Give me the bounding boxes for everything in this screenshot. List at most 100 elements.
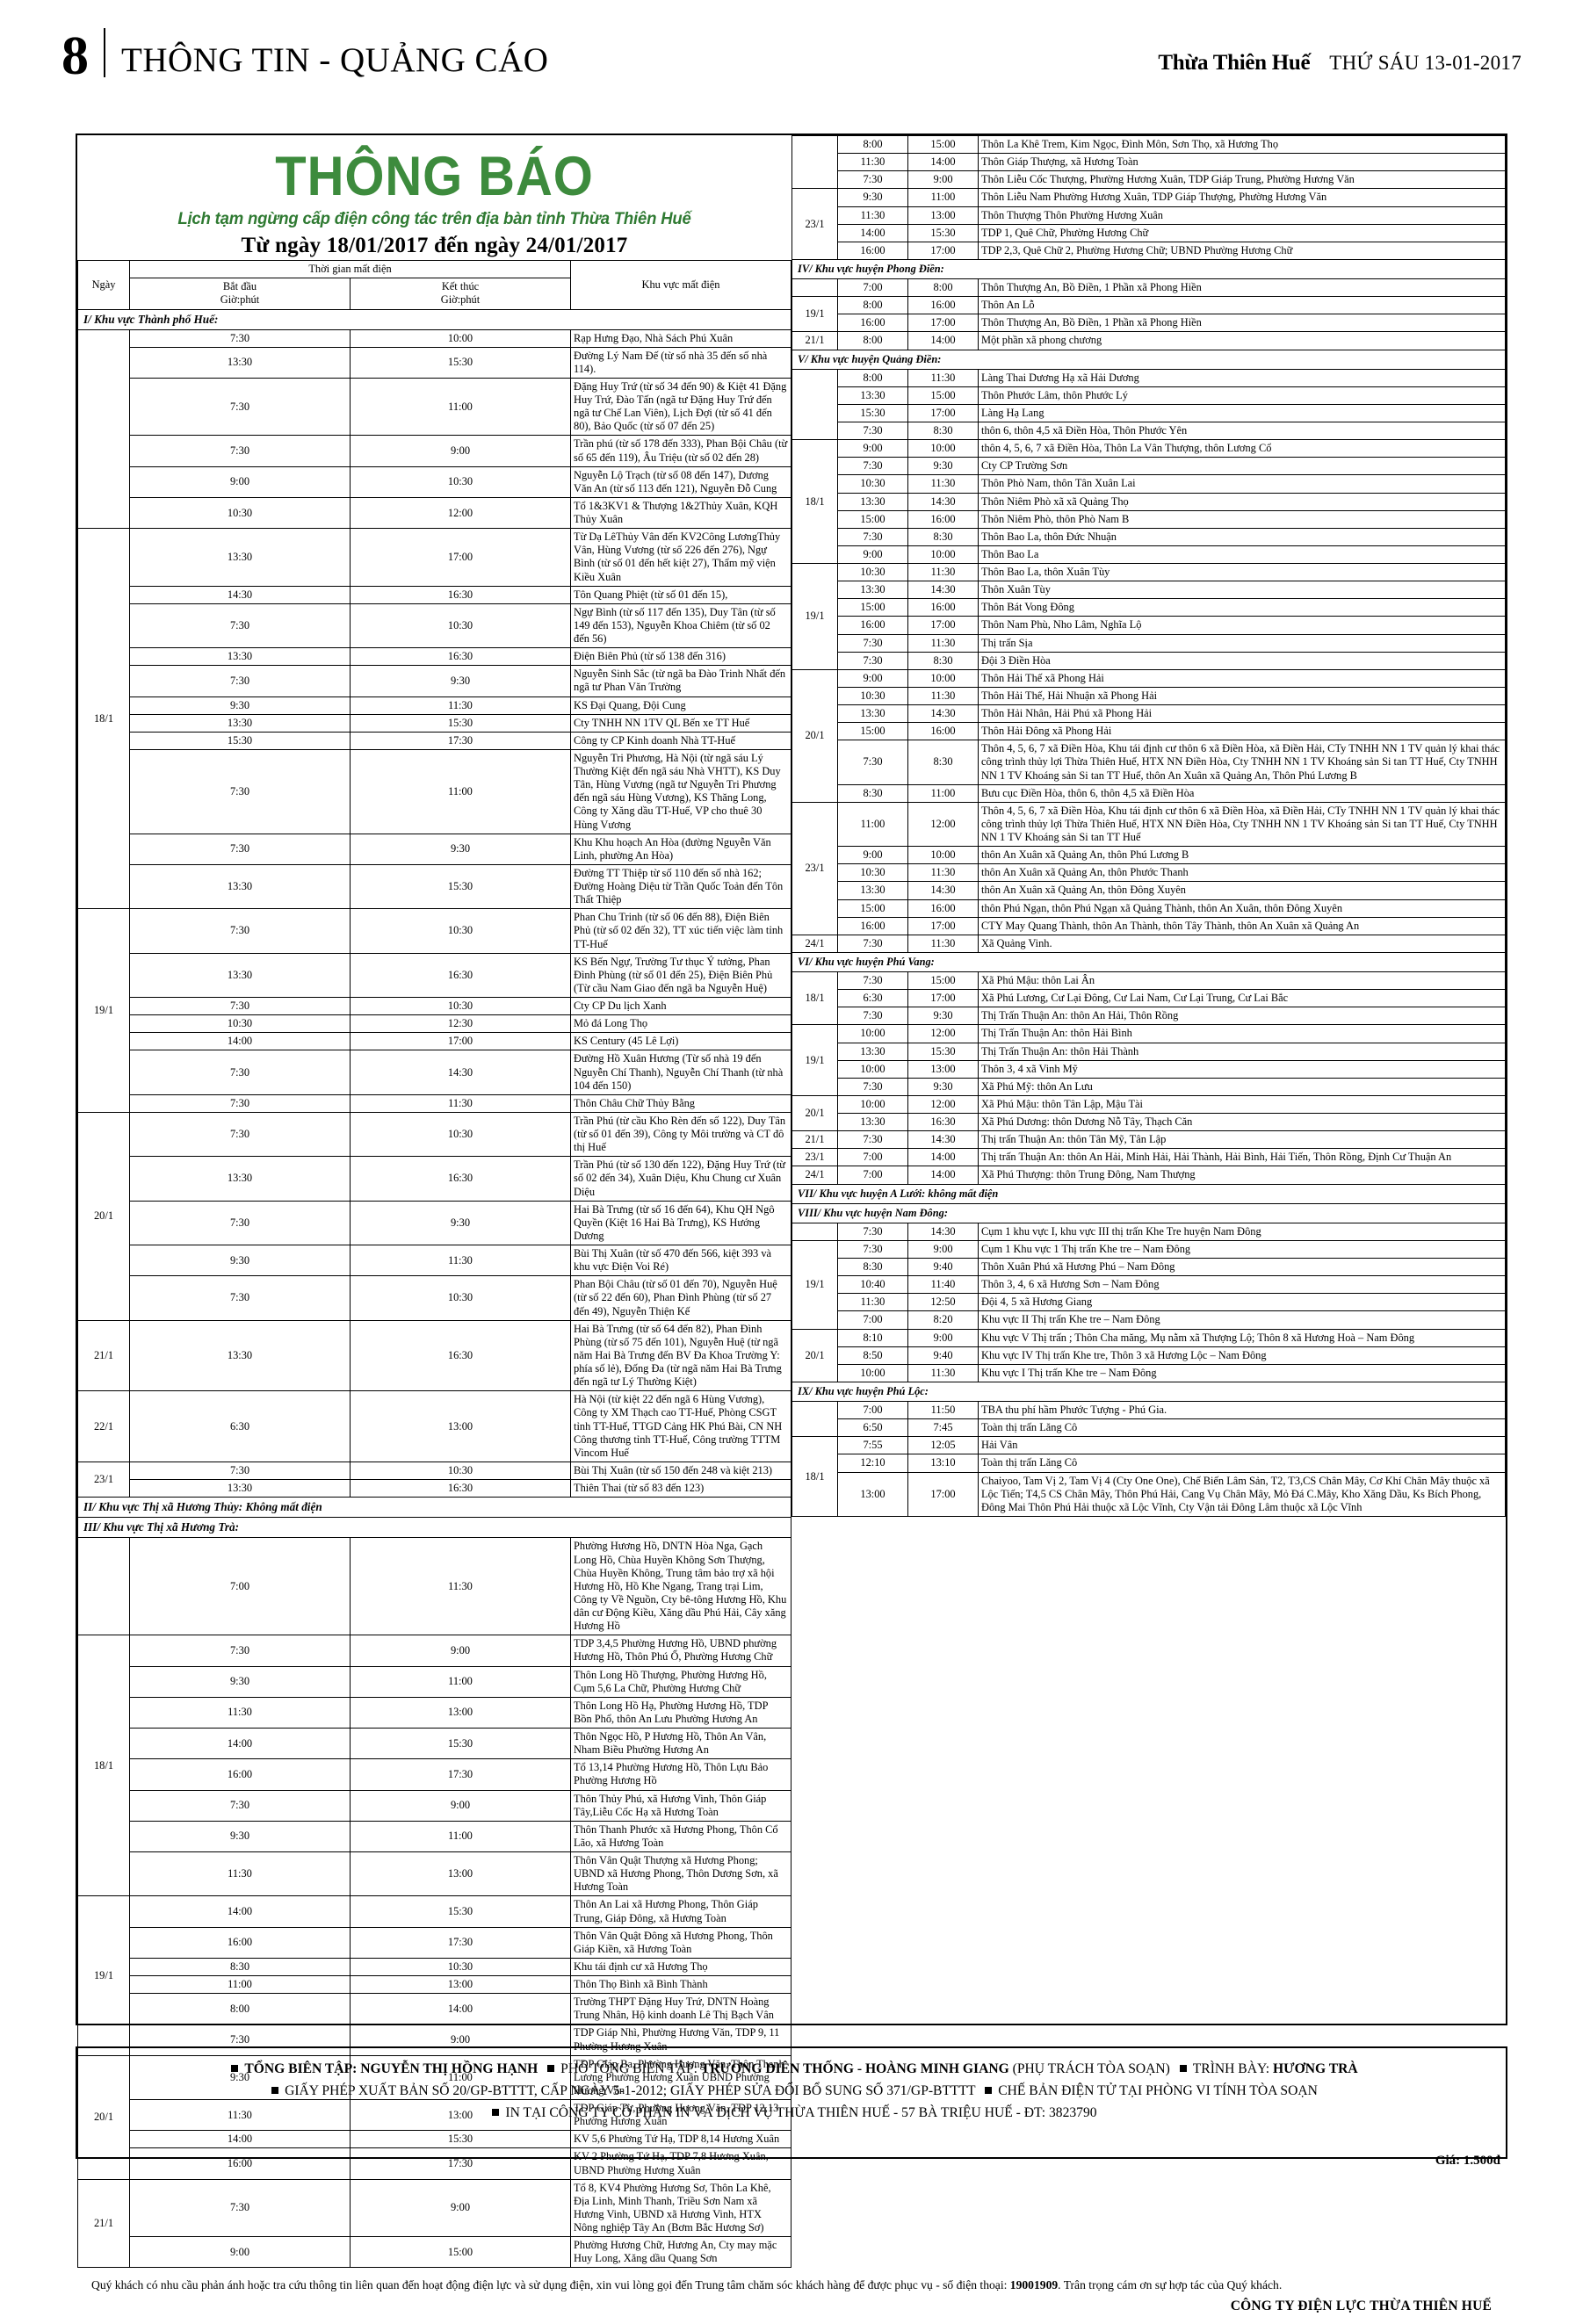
cell-start-time: 10:00 (837, 1024, 908, 1043)
cell-end-time: 9:30 (350, 833, 571, 865)
cell-start-time: 10:00 (837, 1094, 908, 1115)
col-header-end-line1: Kết thúc (441, 280, 480, 293)
col-header-end: Kết thúc Giờ:phút (350, 278, 571, 310)
cell-day: 22/1 (77, 1390, 130, 1462)
cell-area: Đội 4, 5 xã Hương Giang (978, 1293, 1506, 1312)
cell-start-time: 12:10 (837, 1454, 908, 1473)
left-column: THÔNG BÁO Lịch tạm ngừng cấp điện công t… (77, 135, 792, 2269)
table-row: 15:00 16:00 thôn Phú Ngạn, thôn Phú Ngạn x… (792, 899, 1506, 918)
table-row: 23/1 9:30 11:00 Thôn Liễu Nam Phường Hương … (792, 188, 1506, 260)
cell-area: Thôn Hải Thế, Hải Nhuận xã Phong Hải (978, 686, 1506, 706)
right-column: 8:00 15:00 Thôn La Khê Trem, Kim Ngọc, Đìn… (792, 134, 1506, 1517)
table-row: 7:30 9:30 Nguyễn Sinh Sắc (từ ngã ba Đào T… (78, 665, 792, 697)
cell-end-time: 10:00 (907, 668, 979, 688)
cell-area: Thôn Phước Lâm, thôn Phước Lý (978, 386, 1506, 405)
cell-day: 19/1 (792, 296, 838, 333)
cell-area: Ngự Bình (từ số 117 đến 135), Duy Tân (t… (570, 603, 792, 649)
table-row: 7:30 9:00 Thôn Liễu Cốc Thượng, Phường Hươ… (792, 170, 1506, 190)
table-row: 15:00 16:00 Thôn Niêm Phò, thôn Phò Nam B (792, 509, 1506, 529)
table-row: 13:30 15:00 Thôn Phước Lâm, thôn Phước Lý (792, 386, 1506, 405)
note-paragraph-tail: . Trân trọng cám ơn sự hợp tác của Quý k… (1058, 2278, 1283, 2292)
cell-end-time: 16:30 (350, 585, 571, 604)
cell-start-time: 7:30 (129, 435, 351, 467)
cell-end-time: 11:00 (907, 783, 979, 803)
table-row: 11:30 14:00 Thôn Giáp Thượng, xã Hương Toà… (792, 153, 1506, 172)
section-title: VI/ Khu vực huyện Phú Vang: (792, 951, 1506, 973)
cell-area: Xã Phú Thượng: thôn Trung Đông, Nam Thượ… (978, 1166, 1506, 1185)
cover-price: Giá: 1.500đ (1435, 2154, 1500, 2169)
cell-day: 20/1 (77, 2054, 130, 2180)
section-title: III/ Khu vực Thị xã Hương Trà: (77, 1517, 792, 1539)
cell-end-time: 9:30 (350, 1200, 571, 1246)
cell-end-time: 17:30 (350, 731, 571, 750)
footer-layout-label: TRÌNH BÀY: (1192, 2061, 1270, 2076)
cell-start-time: 13:30 (129, 952, 351, 999)
cell-end-time: 12:00 (907, 801, 979, 848)
cell-end-time: 15:30 (350, 713, 571, 733)
cell-start-time: 13:30 (129, 647, 351, 667)
table-row: 15:30 17:00 Làng Hạ Lang (792, 403, 1506, 423)
section-title: VII/ Khu vực huyện A Lưới: không mất điệ… (792, 1183, 1506, 1204)
cell-area: TDP Giáp Nhì, Phường Hương Văn, TDP 9, 1… (570, 2024, 792, 2056)
table-row: 16:00 17:30 Tổ 13,14 Phường Hương Hồ, Thôn… (78, 1758, 792, 1791)
paper-name: Thừa Thiên Huế (1158, 51, 1311, 75)
table-row: 16:00 17:00 Thôn Thượng An, Bồ Điền, 1 Phầ… (792, 314, 1506, 333)
cell-end-time: 7:45 (907, 1418, 979, 1438)
cell-area: Thôn Xuân Phú xã Hương Phú – Nam Đông (978, 1257, 1506, 1277)
table-row: 23/1 11:00 12:00 Thôn 4, 5, 6, 7 xã Điền Hò… (792, 801, 1506, 935)
table-row: 7:30 10:00 Rạp Hưng Đạo, Nhà Sách Phú Xuân (77, 328, 792, 530)
cell-end-time: 16:30 (350, 647, 571, 667)
cell-end-time: 13:00 (350, 1851, 571, 1897)
cell-end-time: 10:00 (907, 439, 979, 458)
cell-end-time: 14:30 (907, 1222, 979, 1241)
table-row: 16:00 17:30 Thôn Vân Quật Đông xã Hương Ph… (78, 1926, 792, 1959)
cell-start-time: 7:00 (837, 1400, 908, 1420)
cell-day: 23/1 (792, 1148, 838, 1167)
section-title-row: II/ Khu vực Thị xã Hương Thủy: Không mất… (77, 1497, 792, 1519)
cell-area: Trần Phú (từ số 130 đến 122), Đặng Huy T… (570, 1156, 792, 1202)
table-row: 7:30 8:30 Thôn Bao La, thôn Đức Nhuận (792, 527, 1506, 546)
bullet-square-icon (1179, 2065, 1187, 2073)
page-footer: TỔNG BIÊN TẬP: NGUYỄN THỊ HỒNG HẠNH PHÓ … (76, 2046, 1507, 2159)
footer-layout-name: HƯƠNG TRÀ (1273, 2061, 1358, 2076)
cell-end-time: 10:30 (350, 1957, 571, 1977)
table-row: 20/1 10:00 12:00 Xã Phú Mậu: thôn Tân Lập, … (792, 1094, 1506, 1132)
cell-start-time: 16:00 (837, 241, 908, 260)
cell-area: Thôn Ngọc Hồ, P Hương Hồ, Thôn An Vân, N… (570, 1728, 792, 1760)
cell-area: CTY May Quang Thành, thôn An Thành, thôn… (978, 916, 1506, 935)
table-row: 8:30 9:40 Thôn Xuân Phú xã Hương Phú – Nam… (792, 1257, 1506, 1277)
cell-end-time: 8:00 (907, 278, 979, 298)
bullet-square-icon (547, 2065, 555, 2073)
table-row: 7:30 9:00 TDP Giáp Nhì, Phường Hương Văn, … (78, 2024, 792, 2056)
cell-area: Xã Phú Dương: thôn Dương Nỗ Tây, Thạch C… (978, 1112, 1506, 1132)
cell-area: Thôn Hải Đông xã Phong Hải (978, 722, 1506, 741)
cell-end-time: 9:00 (350, 1635, 571, 1667)
cell-end-time: 11:50 (907, 1400, 979, 1420)
table-row: 16:00 17:00 Thôn Nam Phù, Nho Lâm, Nghĩa L… (792, 616, 1506, 635)
cell-start-time: 15:00 (837, 722, 908, 741)
cell-start-time: 9:30 (129, 1665, 351, 1698)
cell-start-time: 11:30 (129, 1851, 351, 1897)
table-row: 12:10 13:10 Toàn thị trấn Lăng Cô (792, 1454, 1506, 1473)
cell-day: 19/1 (77, 1895, 130, 2056)
cell-end-time: 9:00 (350, 435, 571, 467)
cell-area: TDP 2,3, Quê Chữ 2, Phường Hương Chữ; UB… (978, 241, 1506, 260)
cell-start-time: 9:30 (129, 1820, 351, 1853)
table-row: 7:30 9:00 Thôn Thủy Phú, xã Hương Vinh, Th… (78, 1789, 792, 1822)
cell-start-time: 15:30 (837, 403, 908, 423)
cell-end-time: 13:00 (350, 1696, 571, 1729)
table-row: 7:30 8:30 Thôn 4, 5, 6, 7 xã Điền Hòa, Khu… (792, 740, 1506, 785)
cell-area: Thôn Nam Phù, Nho Lâm, Nghĩa Lộ (978, 616, 1506, 635)
table-row: 13:30 16:30 Điện Biên Phủ (từ số 138 đến 3… (78, 647, 792, 667)
cell-start-time: 7:30 (837, 651, 908, 670)
section-title-row: IV/ Khu vực huyện Phong Điền: (792, 258, 1506, 280)
cell-start-time: 16:00 (837, 916, 908, 935)
cell-start-time: 13:30 (129, 528, 351, 587)
cell-end-time: 17:00 (907, 616, 979, 635)
cell-area: Thôn Hải Thế xã Phong Hải (978, 668, 1506, 688)
cell-end-time: 9:40 (907, 1346, 979, 1365)
cell-end-time: 16:30 (350, 1156, 571, 1202)
cell-end-time: 14:00 (907, 153, 979, 172)
cell-area: Thôn Vân Quật Đông xã Hương Phong, Thôn … (570, 1926, 792, 1959)
cell-end-time: 13:00 (350, 1390, 571, 1462)
